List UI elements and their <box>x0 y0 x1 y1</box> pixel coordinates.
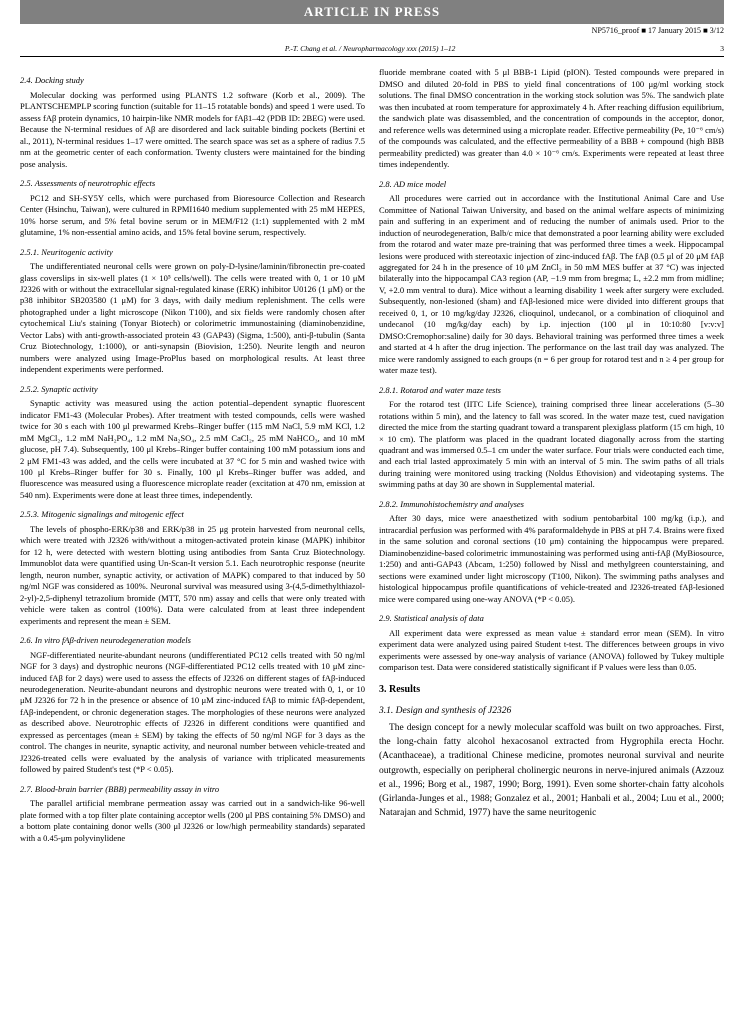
sec-2.9-title: 2.9. Statistical analysis of data <box>379 613 724 624</box>
sec-2.8.1-title: 2.8.1. Rotarod and water maze tests <box>379 385 724 396</box>
sec-2.5.3-title: 2.5.3. Mitogenic signalings and mitogeni… <box>20 509 365 520</box>
sec-2.9-body: All experiment data were expressed as me… <box>379 628 724 674</box>
sec-2.5-title: 2.5. Assessments of neurotrophic effects <box>20 178 365 189</box>
header-text: P.-T. Chang et al. / Neuropharmacology x… <box>285 44 455 53</box>
press-banner: ARTICLE IN PRESS <box>20 0 724 24</box>
page-number: 3 <box>720 44 724 54</box>
sec-2.4-title: 2.4. Docking study <box>20 75 365 86</box>
proof-line: NP5716_proof ■ 17 January 2015 ■ 3/12 <box>0 26 724 37</box>
sec-3.1-body: The design concept for a newly molecular… <box>379 721 724 821</box>
sec-2.4-body: Molecular docking was performed using PL… <box>20 90 365 170</box>
sec-2.5-body: PC12 and SH-SY5Y cells, which were purch… <box>20 193 365 239</box>
left-column: 2.4. Docking study Molecular docking was… <box>20 67 365 850</box>
running-header: P.-T. Chang et al. / Neuropharmacology x… <box>20 44 724 57</box>
sec-2.8-title: 2.8. AD mice model <box>379 179 724 190</box>
right-column: fluoride membrane coated with 5 μl BBB-1… <box>379 67 724 850</box>
sec-2.7-cont: fluoride membrane coated with 5 μl BBB-1… <box>379 67 724 170</box>
sec-2.8.1-body: For the rotarod test (IITC Life Science)… <box>379 399 724 491</box>
sec-3-title: 3. Results <box>379 683 724 697</box>
sec-2.6-body: NGF-differentiated neurite-abundant neur… <box>20 650 365 776</box>
sec-2.5.2-title: 2.5.2. Synaptic activity <box>20 384 365 395</box>
sec-2.7-body: The parallel artificial membrane permeat… <box>20 798 365 844</box>
sec-2.7-title: 2.7. Blood-brain barrier (BBB) permeabil… <box>20 784 365 795</box>
sec-2.5.1-title: 2.5.1. Neuritogenic activity <box>20 247 365 258</box>
sec-2.5.3-body: The levels of phospho-ERK/p38 and ERK/p3… <box>20 524 365 627</box>
sec-2.5.2-body: Synaptic activity was measured using the… <box>20 398 365 501</box>
two-column-body: 2.4. Docking study Molecular docking was… <box>0 57 744 860</box>
sec-2.6-title: 2.6. In vitro fAβ-driven neurodegenerati… <box>20 635 365 646</box>
sec-2.8.2-title: 2.8.2. Immunohistochemistry and analyses <box>379 499 724 510</box>
sec-3.1-title: 3.1. Design and synthesis of J2326 <box>379 705 724 718</box>
sec-2.5.1-body: The undifferentiated neuronal cells were… <box>20 261 365 376</box>
sec-2.8-body: All procedures were carried out in accor… <box>379 193 724 377</box>
sec-2.8.2-body: After 30 days, mice were anaesthetized w… <box>379 513 724 605</box>
